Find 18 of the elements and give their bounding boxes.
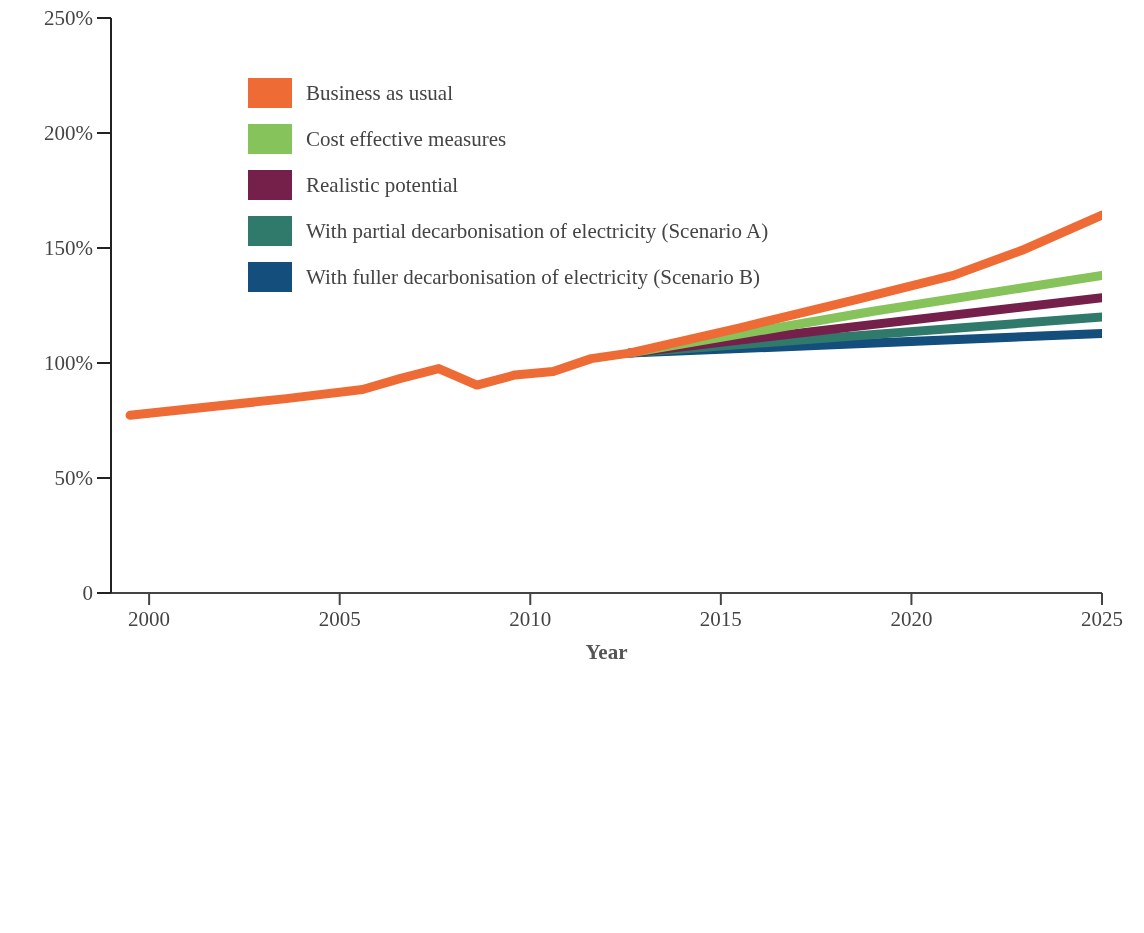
legend-label: With fuller decarbonisation of electricity (Scenario B) — [306, 264, 760, 290]
y-tick-label: 0 — [82, 581, 93, 606]
legend-label: With partial decarbonisation of electricity (Scenario A) — [306, 218, 769, 244]
legend-label: Realistic potential — [306, 172, 459, 198]
x-tick-label: 2015 — [699, 606, 742, 631]
x-tick-label: 2005 — [318, 606, 361, 631]
legend-label: Business as usual — [306, 80, 453, 106]
y-tick-label: 50% — [54, 466, 93, 491]
y-tick-label: 100% — [44, 351, 93, 376]
legend-label: Cost effective measures — [306, 126, 507, 152]
x-tick-label: 2010 — [509, 606, 552, 631]
y-tick-label: 250% — [44, 6, 93, 31]
y-tick-label: 150% — [44, 236, 93, 261]
x-tick-label: 2020 — [890, 606, 933, 631]
x-axis-title: Year — [585, 640, 628, 664]
x-tick-label: 2000 — [128, 606, 171, 631]
y-tick-label: 200% — [44, 121, 93, 146]
x-tick-label: 2025 — [1081, 606, 1123, 631]
